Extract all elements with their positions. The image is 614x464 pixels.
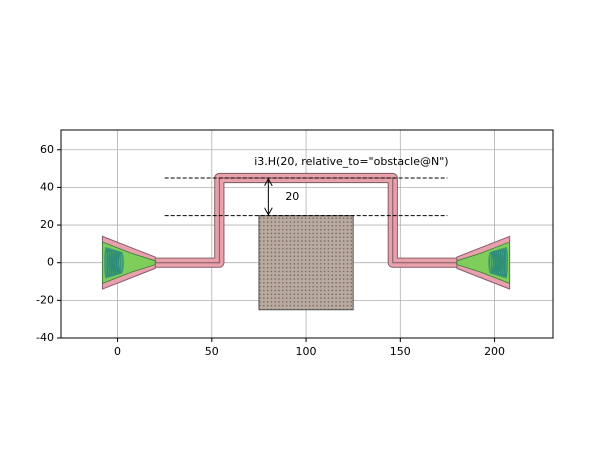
y-tick-label: 20	[40, 218, 54, 231]
x-tick-label: 50	[205, 345, 219, 358]
y-tick-label: 60	[40, 143, 54, 156]
dimension-label: 20	[285, 190, 299, 203]
layout-shapes: 20 i3.H(20, relative_to="obstacle@N")	[101, 155, 511, 311]
x-tick-label: 0	[114, 345, 121, 358]
grating-line	[115, 250, 122, 275]
y-tick-label: 0	[47, 256, 54, 269]
ticks: 0 50 100 150 200 -40 -20 0 20 40 60	[36, 143, 505, 358]
grating-line	[490, 250, 497, 275]
x-tick-label: 150	[390, 345, 411, 358]
x-tick-label: 100	[296, 345, 317, 358]
x-tick-label: 200	[484, 345, 505, 358]
grating-line	[488, 251, 495, 274]
y-tick-label: 40	[40, 180, 54, 193]
y-tick-label: -40	[36, 331, 54, 344]
grating-line	[117, 251, 124, 274]
y-tick-label: -20	[36, 293, 54, 306]
annotation: i3.H(20, relative_to="obstacle@N")	[254, 155, 448, 168]
obstacle-pattern	[258, 215, 354, 310]
grating-line	[499, 248, 505, 278]
axes-frame	[60, 129, 554, 339]
grating-line	[108, 248, 113, 278]
